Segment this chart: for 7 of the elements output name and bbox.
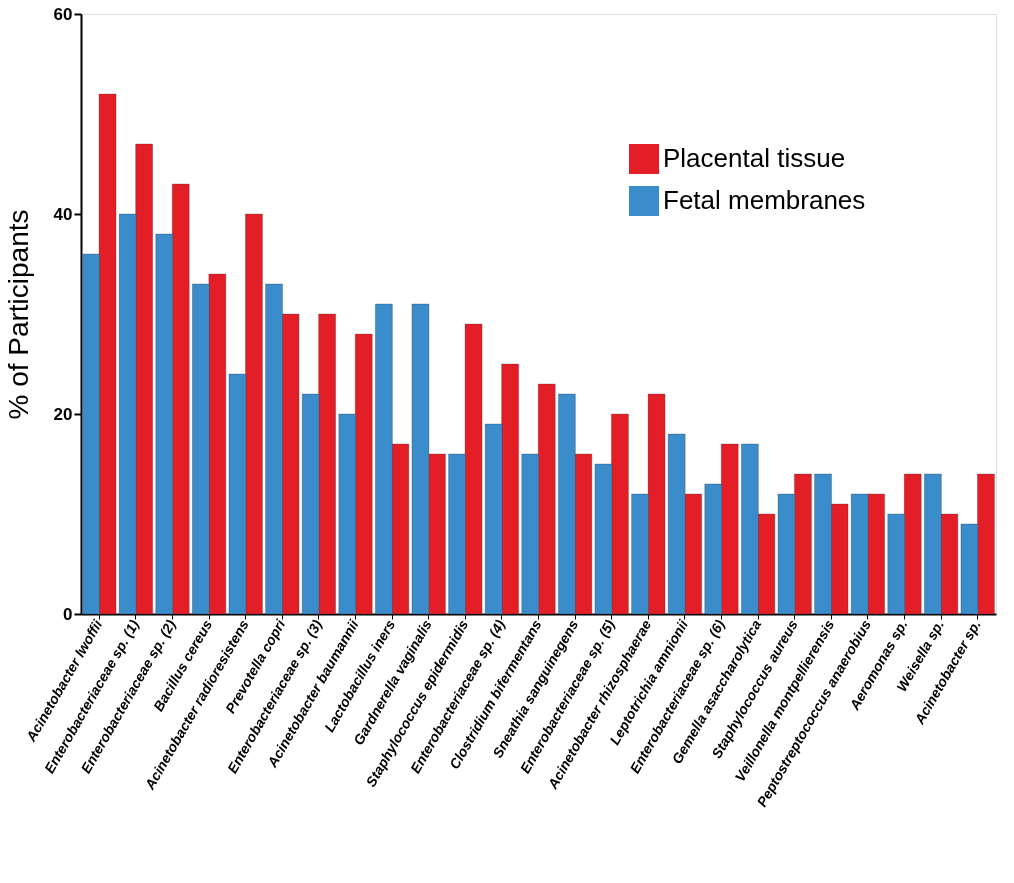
y-tick-label: 60 bbox=[53, 4, 73, 24]
y-tick-label: 40 bbox=[53, 204, 73, 224]
y-axis-title: % of Participants bbox=[2, 209, 34, 420]
y-tick-label: 0 bbox=[63, 604, 73, 624]
legend-label: Placental tissue bbox=[663, 143, 846, 173]
y-tick-label: 20 bbox=[53, 404, 73, 424]
legend-label: Fetal membranes bbox=[663, 185, 866, 215]
